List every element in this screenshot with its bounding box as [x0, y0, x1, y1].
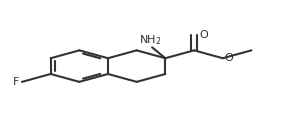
Text: O: O: [224, 53, 233, 63]
Text: NH$_2$: NH$_2$: [139, 33, 162, 47]
Text: F: F: [13, 77, 19, 87]
Text: O: O: [199, 30, 208, 40]
